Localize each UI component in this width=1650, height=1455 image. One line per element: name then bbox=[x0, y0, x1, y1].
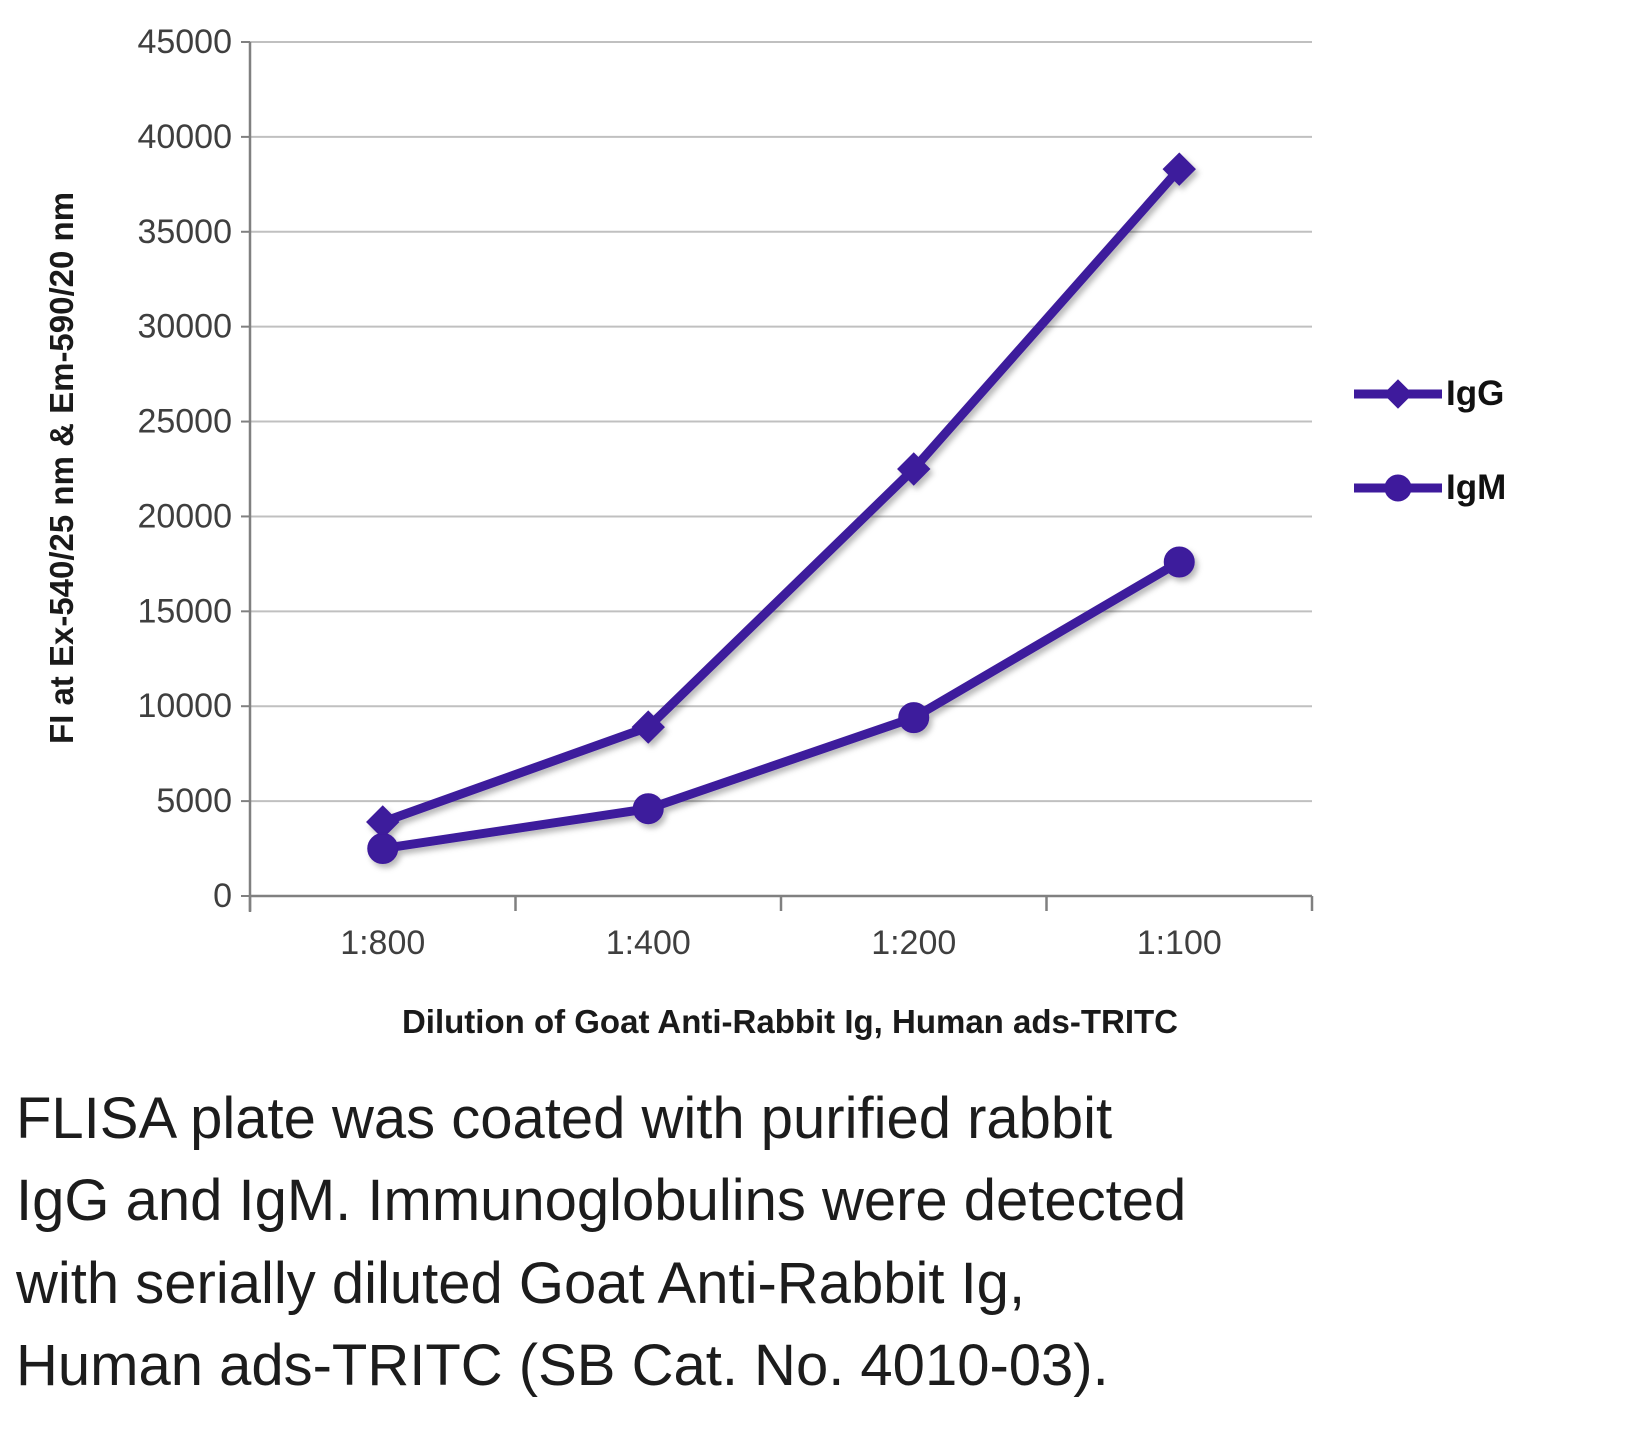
x-axis-title: Dilution of Goat Anti-Rabbit Ig, Human a… bbox=[401, 1003, 1179, 1040]
legend-marker-igm bbox=[1384, 474, 1412, 502]
data-point-marker bbox=[1163, 546, 1195, 578]
data-point-marker bbox=[897, 452, 931, 486]
legend-item-igm: IgM bbox=[1352, 468, 1506, 508]
y-tick-label: 25000 bbox=[137, 403, 232, 441]
chart-legend: IgG IgM bbox=[1352, 374, 1506, 508]
line-chart: 0 5000 10000 15000 20000 25000 30000 35000 40000… bbox=[137, 23, 1314, 962]
y-tick-label: 0 bbox=[213, 877, 232, 915]
y-tick-label: 45000 bbox=[137, 23, 232, 61]
legend-label-igg: IgG bbox=[1446, 374, 1505, 413]
series-igg bbox=[366, 152, 1196, 839]
data-point-marker bbox=[367, 833, 399, 865]
y-tick-label: 35000 bbox=[137, 213, 232, 251]
y-axis-title: FI at Ex-540/25 nm & Em-590/20 nm bbox=[43, 191, 80, 745]
data-point-marker bbox=[631, 710, 665, 744]
legend-item-igg: IgG bbox=[1352, 374, 1506, 414]
y-tick-label: 5000 bbox=[156, 782, 232, 820]
x-tick-label: 1:200 bbox=[871, 924, 956, 962]
igg-line bbox=[378, 164, 1184, 827]
legend-line-circle-icon bbox=[1354, 474, 1442, 502]
y-tick-label: 20000 bbox=[137, 497, 232, 535]
figure-caption: FLISA plate was coated with purified rab… bbox=[16, 1086, 1187, 1399]
legend-label-igm: IgM bbox=[1446, 468, 1507, 507]
y-tick-label: 30000 bbox=[137, 308, 232, 346]
legend-line-diamond-icon bbox=[1354, 379, 1442, 409]
igm-line bbox=[378, 557, 1184, 854]
legend-marker-igg bbox=[1383, 379, 1413, 409]
y-tick-label: 15000 bbox=[137, 592, 232, 630]
data-point-marker bbox=[1162, 152, 1196, 186]
x-tick-label: 1:400 bbox=[606, 924, 691, 962]
y-tick-label: 10000 bbox=[137, 687, 232, 725]
x-tick-label: 1:800 bbox=[340, 924, 425, 962]
series-igm bbox=[367, 546, 1195, 865]
y-tick-label: 40000 bbox=[137, 118, 232, 156]
data-point-marker bbox=[632, 793, 664, 825]
x-tick-label: 1:100 bbox=[1137, 924, 1222, 962]
data-point-marker bbox=[898, 702, 930, 734]
